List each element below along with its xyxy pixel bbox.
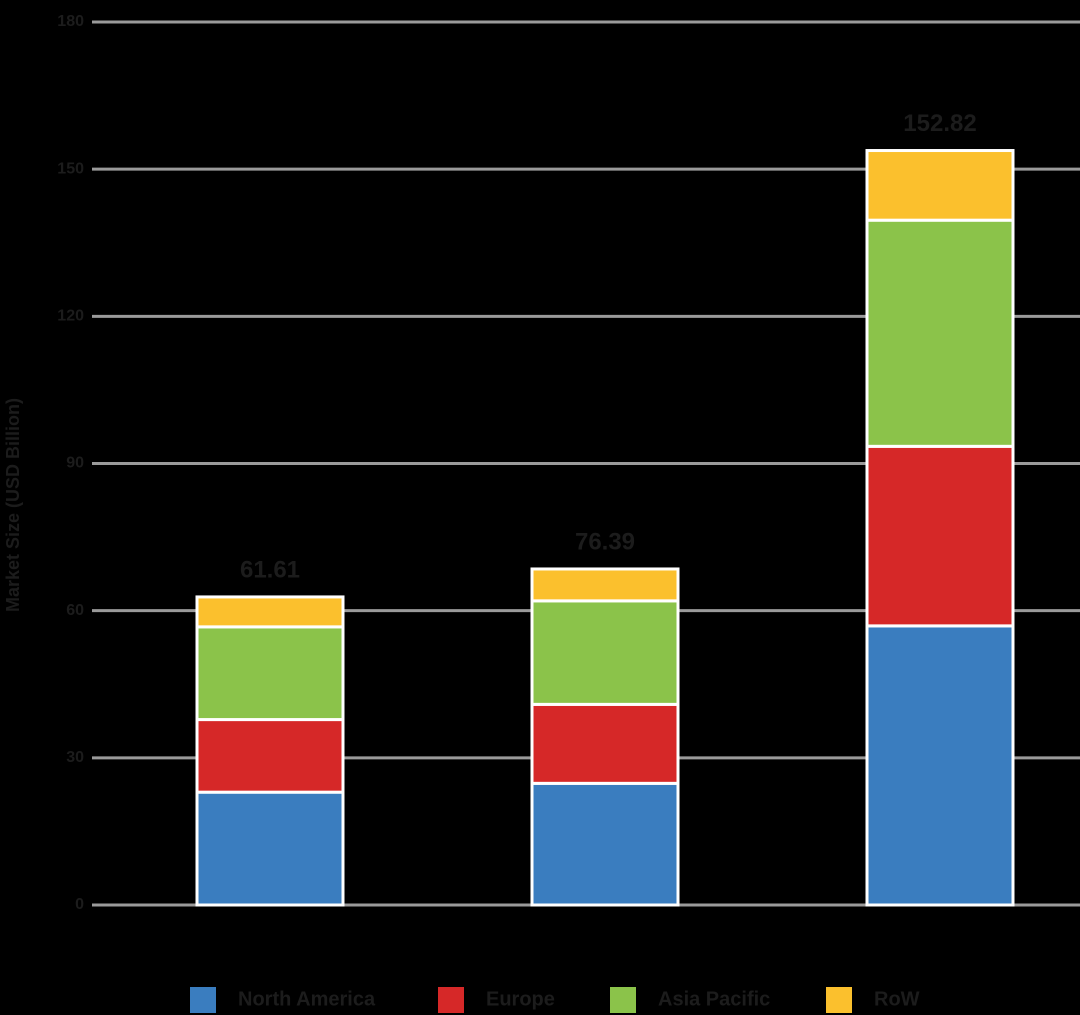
bar-segment: [865, 624, 1015, 907]
y-tick-label: 60: [66, 602, 84, 619]
bar-segment: [530, 599, 680, 706]
bar-segment: [195, 625, 345, 722]
bar-segment: [195, 595, 345, 629]
total-label: 152.82: [903, 110, 976, 137]
legend-swatch: [826, 987, 852, 1013]
bar-segment: [865, 218, 1015, 448]
bar-segment: [195, 790, 345, 907]
y-tick-label: 150: [57, 160, 84, 177]
y-tick-label: 120: [57, 308, 84, 325]
bar-segment: [530, 567, 680, 603]
y-tick-label: 90: [66, 455, 84, 472]
total-label: 61.61: [240, 556, 300, 583]
legend-swatch: [610, 987, 636, 1013]
y-tick-label: 180: [57, 13, 84, 30]
y-tick-label: 30: [66, 749, 84, 766]
legend-swatch: [438, 987, 464, 1013]
y-axis-label: Market Size (USD Billion): [3, 398, 23, 612]
y-tick-label: 0: [75, 896, 84, 913]
bar-segment: [530, 702, 680, 785]
legend-swatch: [190, 987, 216, 1013]
legend-label: RoW: [874, 988, 920, 1010]
legend-label: Asia Pacific: [658, 988, 770, 1010]
total-label: 76.39: [575, 528, 635, 555]
legend-label: North America: [238, 988, 376, 1010]
bar-segment: [195, 718, 345, 794]
bar-segment: [865, 149, 1015, 222]
legend-label: Europe: [486, 988, 555, 1010]
bar-segment: [865, 444, 1015, 628]
bar-segment: [530, 781, 680, 907]
